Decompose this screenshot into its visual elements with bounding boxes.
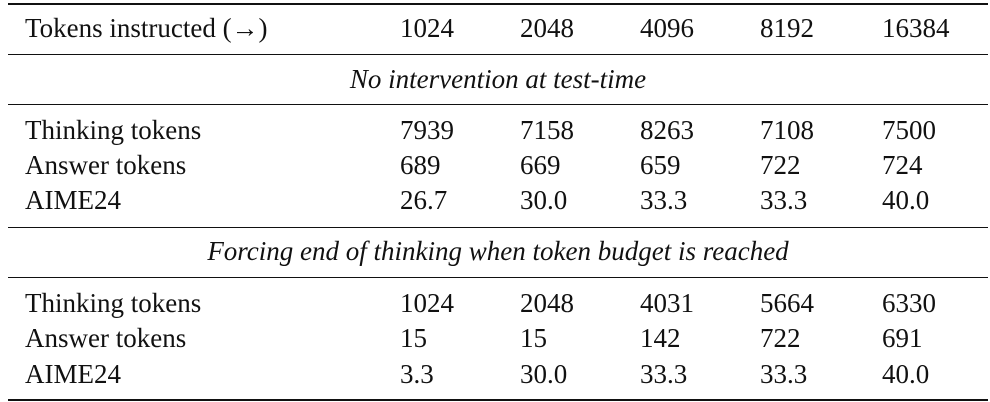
header-rule — [8, 54, 988, 55]
table-cell: 3.3 — [400, 359, 434, 389]
table-bottom-rule — [8, 399, 988, 401]
header-budget-4: 8192 — [760, 13, 814, 43]
table-row: Answer tokens 15 15 142 722 691 — [8, 321, 988, 355]
row-label: Answer tokens — [25, 323, 187, 353]
table-cell: 15 — [400, 323, 427, 353]
section-rule — [8, 277, 988, 278]
row-label: Thinking tokens — [25, 115, 202, 145]
header-budget-2: 2048 — [520, 13, 574, 43]
header-label: Tokens instructed (→) — [25, 13, 268, 43]
table-cell: 8263 — [640, 115, 694, 145]
table-cell: 33.3 — [640, 359, 688, 389]
table-cell: 689 — [400, 150, 441, 180]
table-cell: 33.3 — [760, 185, 808, 215]
row-label: AIME24 — [25, 185, 121, 215]
table-cell: 7939 — [400, 115, 454, 145]
table-header-row: Tokens instructed (→) 1024 2048 4096 819… — [8, 11, 988, 45]
header-budget-5: 16384 — [882, 13, 950, 43]
section-rule — [8, 104, 988, 105]
table-cell: 33.3 — [640, 185, 688, 215]
section-divider-rule — [8, 227, 988, 228]
row-label: AIME24 — [25, 359, 121, 389]
section-title: Forcing end of thinking when token budge… — [207, 236, 789, 266]
table-cell: 724 — [882, 150, 923, 180]
table-cell: 7500 — [882, 115, 936, 145]
table-cell: 1024 — [400, 288, 454, 318]
header-budget-3: 4096 — [640, 13, 694, 43]
table-cell: 6330 — [882, 288, 936, 318]
table-cell: 722 — [760, 323, 801, 353]
table-row: AIME24 3.3 30.0 33.3 33.3 40.0 — [8, 357, 988, 391]
row-label: Answer tokens — [25, 150, 187, 180]
row-label: Thinking tokens — [25, 288, 202, 318]
table-cell: 30.0 — [520, 359, 568, 389]
table-cell: 26.7 — [400, 185, 448, 215]
table-row: AIME24 26.7 30.0 33.3 33.3 40.0 — [8, 183, 988, 217]
table-cell: 659 — [640, 150, 681, 180]
table-cell: 2048 — [520, 288, 574, 318]
table-cell: 669 — [520, 150, 561, 180]
section-title: No intervention at test-time — [349, 64, 647, 94]
table-cell: 40.0 — [882, 185, 930, 215]
table-cell: 691 — [882, 323, 923, 353]
header-budget-1: 1024 — [400, 13, 454, 43]
table-cell: 33.3 — [760, 359, 808, 389]
table-top-rule — [8, 3, 988, 5]
table-row: Answer tokens 689 669 659 722 724 — [8, 148, 988, 182]
table-cell: 7158 — [520, 115, 574, 145]
table-cell: 30.0 — [520, 185, 568, 215]
table-row: Thinking tokens 1024 2048 4031 5664 6330 — [8, 286, 988, 320]
table-cell: 722 — [760, 150, 801, 180]
table-cell: 4031 — [640, 288, 694, 318]
table-cell: 7108 — [760, 115, 814, 145]
table-row: Thinking tokens 7939 7158 8263 7108 7500 — [8, 113, 988, 147]
table-cell: 15 — [520, 323, 547, 353]
table-cell: 5664 — [760, 288, 814, 318]
table-cell: 40.0 — [882, 359, 930, 389]
results-table: Tokens instructed (→) 1024 2048 4096 819… — [8, 3, 988, 401]
table-cell: 142 — [640, 323, 681, 353]
